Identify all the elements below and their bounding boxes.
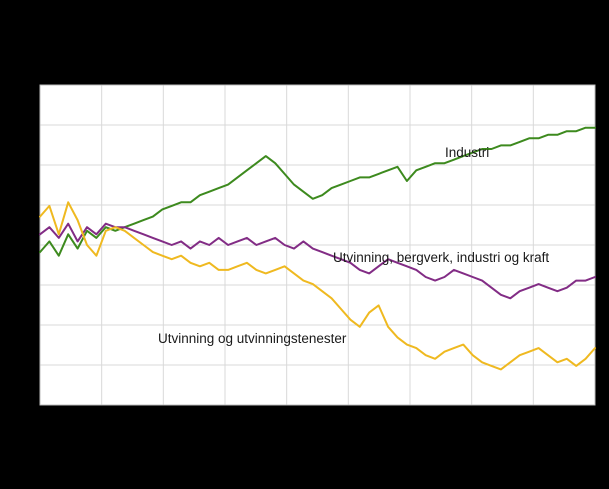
series-line-1 <box>39 222 596 300</box>
plot-border <box>39 84 596 406</box>
series-line-0 <box>39 126 596 257</box>
series-line-2 <box>39 201 596 371</box>
series-label-utvinning-bergverk-industri-kraft: Utvinning, bergverk, industri og kraft <box>333 250 550 265</box>
series-label-industri: Industri <box>445 145 490 160</box>
series-label-utvinning-utvinningstenester: Utvinning og utvinningstenester <box>158 331 347 346</box>
